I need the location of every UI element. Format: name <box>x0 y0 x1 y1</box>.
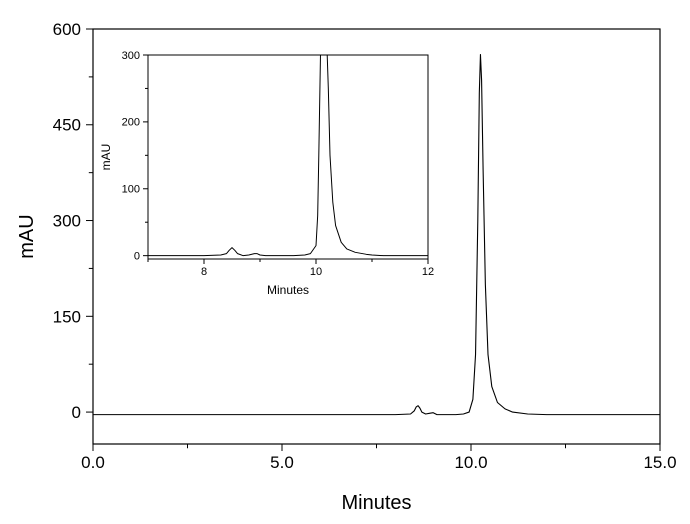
main-x-tick-label: 0.0 <box>81 453 105 472</box>
inset-chart: 8 10 12 0 100 200 300 Minutes mAU <box>99 50 434 297</box>
inset-x-tick-label: 10 <box>310 266 322 278</box>
inset-x-tick-label: 12 <box>422 266 434 278</box>
inset-y-axis-title: mAU <box>99 144 113 171</box>
inset-y-tick-label: 0 <box>134 251 140 263</box>
main-y-tick-label: 150 <box>53 307 81 326</box>
inset-trace-line <box>148 55 428 257</box>
inset-plot-frame <box>147 54 429 260</box>
main-y-tick-label: 0 <box>72 403 81 422</box>
main-y-tick-label: 450 <box>53 116 81 135</box>
main-x-tick-label: 10.0 <box>454 453 487 472</box>
main-y-axis-title: mAU <box>16 214 38 258</box>
inset-x-tick-label: 8 <box>201 266 207 278</box>
main-trace-line <box>93 53 660 416</box>
main-x-tick-label: 5.0 <box>270 453 294 472</box>
main-x-tick-label: 15.0 <box>643 453 676 472</box>
inset-y-tick-label: 100 <box>122 184 140 196</box>
main-x-axis-title: Minutes <box>341 492 411 514</box>
inset-y-tick-label: 200 <box>122 117 140 129</box>
main-y-tick-label: 600 <box>53 20 81 39</box>
main-y-tick-label: 300 <box>53 211 81 230</box>
inset-y-tick-label: 300 <box>122 50 140 62</box>
inset-x-axis-title: Minutes <box>267 283 309 297</box>
